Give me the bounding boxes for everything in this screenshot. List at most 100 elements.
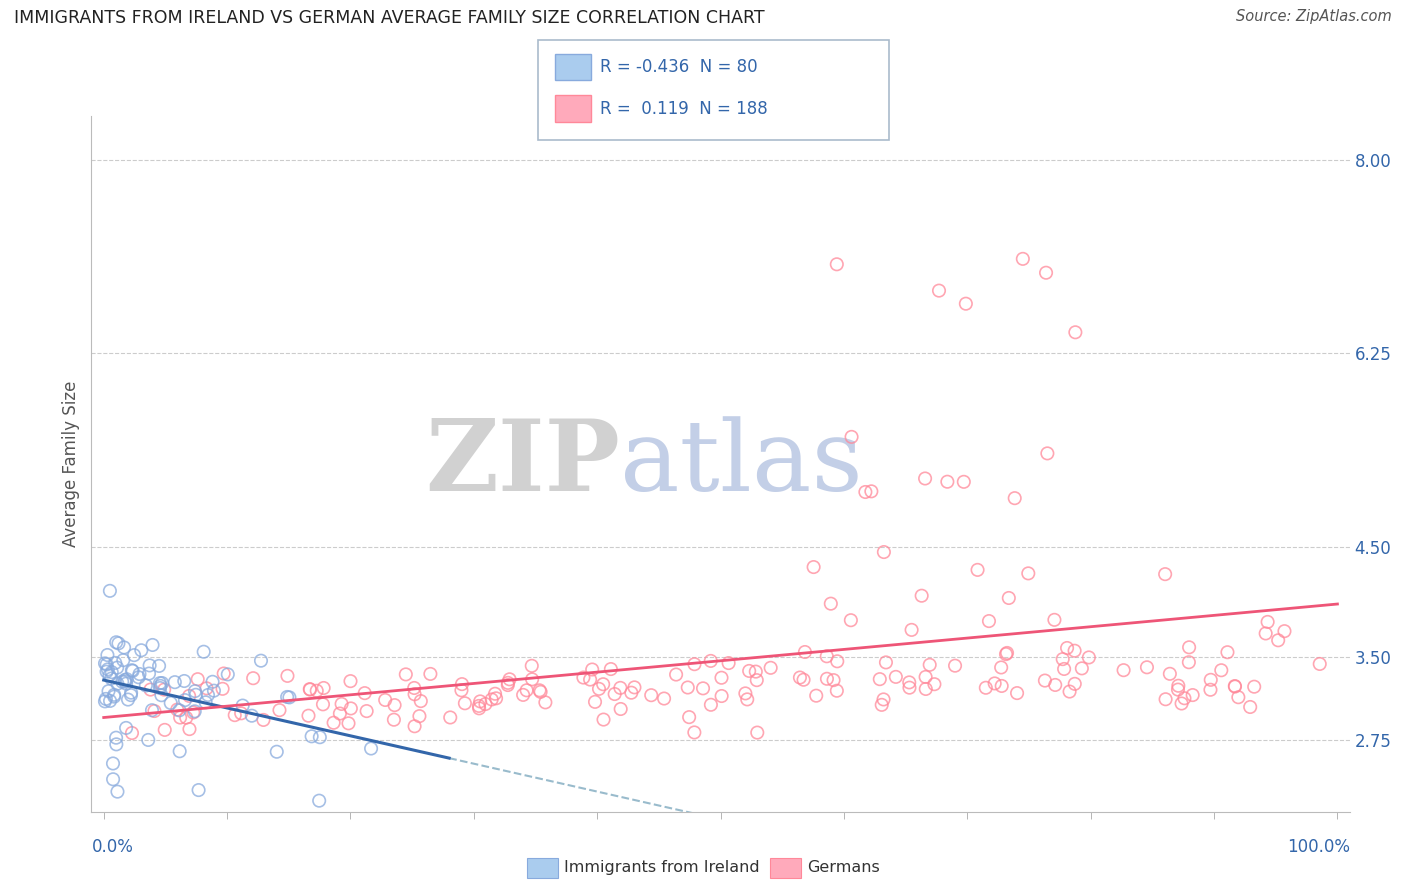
- Point: [408, 709, 430, 723]
- Point: [112, 653, 135, 667]
- Point: [1053, 662, 1076, 676]
- Point: [395, 667, 418, 681]
- Point: [738, 664, 761, 678]
- Point: [676, 681, 699, 695]
- Point: [231, 706, 253, 721]
- Point: [97, 662, 120, 676]
- Point: [360, 741, 382, 756]
- Point: [841, 430, 863, 444]
- Point: [382, 713, 405, 727]
- Point: [803, 560, 825, 574]
- Point: [1223, 679, 1246, 693]
- Point: [928, 284, 950, 298]
- Point: [512, 688, 534, 702]
- Point: [266, 745, 288, 759]
- Point: [990, 679, 1012, 693]
- Point: [217, 667, 239, 681]
- Point: [138, 666, 160, 681]
- Point: [107, 636, 129, 650]
- Point: [174, 711, 197, 725]
- Point: [825, 654, 848, 668]
- Point: [201, 674, 224, 689]
- Point: [943, 658, 966, 673]
- Point: [914, 471, 936, 485]
- Point: [1170, 697, 1192, 711]
- Point: [120, 686, 142, 700]
- Point: [484, 687, 506, 701]
- Point: [534, 695, 557, 709]
- Point: [678, 710, 700, 724]
- Point: [101, 772, 124, 787]
- Point: [793, 645, 815, 659]
- Point: [101, 756, 124, 771]
- Point: [1154, 692, 1177, 706]
- Point: [683, 725, 706, 739]
- Point: [873, 545, 896, 559]
- Point: [498, 673, 520, 687]
- Point: [97, 684, 120, 698]
- Point: [990, 660, 1012, 674]
- Point: [700, 698, 723, 712]
- Point: [900, 623, 922, 637]
- Point: [1239, 700, 1261, 714]
- Point: [603, 687, 626, 701]
- Point: [998, 591, 1021, 605]
- Point: [105, 660, 128, 674]
- Point: [1077, 650, 1099, 665]
- Point: [114, 674, 136, 689]
- Point: [105, 737, 128, 751]
- Point: [169, 744, 191, 758]
- Point: [96, 665, 118, 679]
- Point: [337, 716, 360, 731]
- Point: [911, 589, 934, 603]
- Point: [187, 783, 209, 797]
- Point: [1154, 567, 1177, 582]
- Point: [252, 713, 274, 727]
- Point: [520, 658, 543, 673]
- Point: [516, 683, 538, 698]
- Point: [117, 692, 139, 706]
- Point: [159, 696, 181, 710]
- Point: [149, 681, 172, 695]
- Point: [977, 614, 1000, 628]
- Point: [121, 664, 143, 678]
- Point: [94, 694, 117, 708]
- Point: [166, 703, 188, 717]
- Text: 100.0%: 100.0%: [1286, 838, 1350, 855]
- Point: [825, 683, 848, 698]
- Point: [1173, 691, 1195, 706]
- Point: [955, 296, 977, 310]
- Point: [983, 676, 1005, 690]
- Point: [193, 645, 215, 659]
- Point: [815, 649, 838, 664]
- Point: [620, 686, 643, 700]
- Point: [1274, 624, 1296, 639]
- Point: [1045, 678, 1067, 692]
- Point: [197, 688, 219, 702]
- Point: [353, 686, 375, 700]
- Point: [149, 676, 172, 690]
- Point: [356, 704, 378, 718]
- Point: [143, 704, 166, 718]
- Point: [583, 695, 606, 709]
- Point: [1059, 684, 1081, 698]
- Point: [329, 706, 352, 721]
- Point: [104, 656, 127, 670]
- Point: [974, 681, 997, 695]
- Point: [468, 698, 491, 713]
- Point: [419, 667, 441, 681]
- Point: [141, 638, 163, 652]
- Point: [853, 485, 876, 500]
- Point: [115, 676, 138, 690]
- Point: [169, 710, 191, 724]
- Point: [823, 673, 845, 687]
- Point: [609, 681, 631, 695]
- Point: [735, 692, 758, 706]
- Point: [111, 674, 134, 689]
- Text: ZIP: ZIP: [425, 416, 620, 512]
- Point: [481, 692, 503, 706]
- Point: [184, 684, 207, 698]
- Point: [1043, 613, 1066, 627]
- Point: [105, 635, 128, 649]
- Point: [710, 671, 733, 685]
